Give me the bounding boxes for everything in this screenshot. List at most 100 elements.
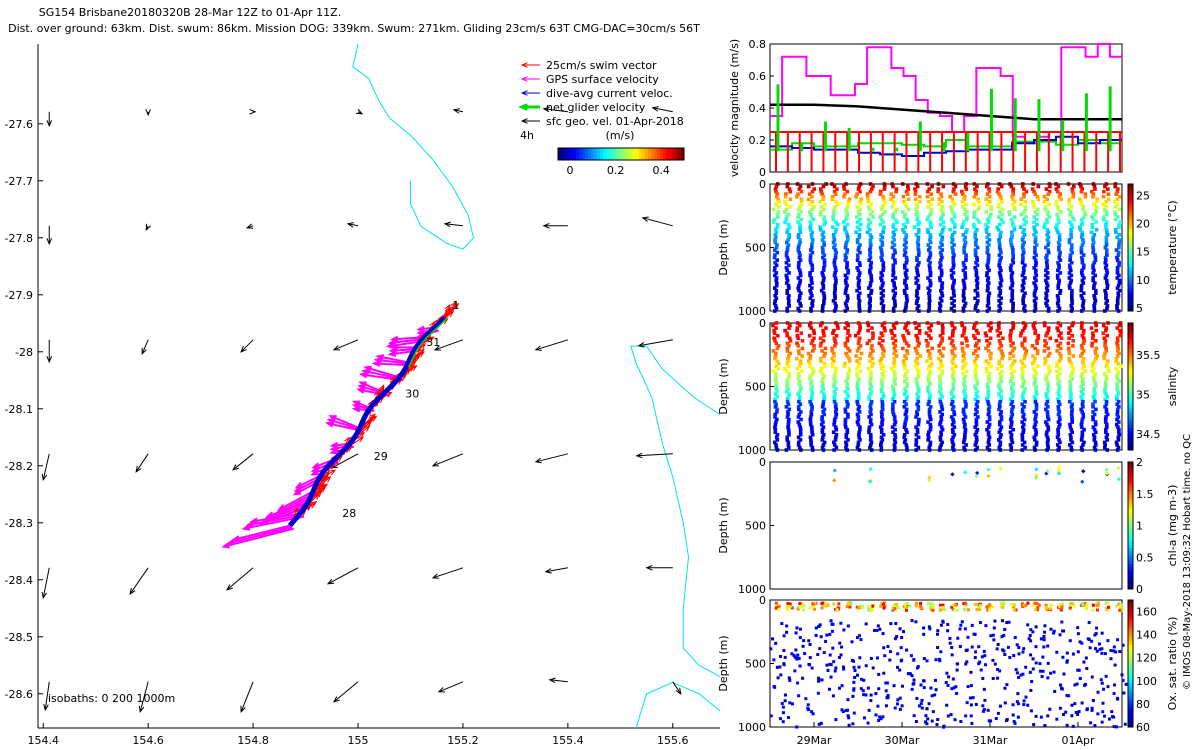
profile-sample-point [1090,189,1094,194]
profile-sample-point [925,321,930,325]
profile-sample-point [1117,323,1122,328]
profile-sample-point [939,215,944,219]
profile-sample-point [799,331,804,335]
oxygen-sample-point [774,606,778,610]
profile-sample-point [773,415,777,419]
depth-axis-label: Depth (m) [717,635,730,691]
geo-velocity-arrow [44,681,50,710]
profile-sample-point [1057,425,1061,429]
profile-sample-point [1092,427,1097,432]
profile-sample-point [1009,438,1014,442]
profile-sample-point [939,273,944,278]
profile-sample-point [843,273,848,278]
profile-sample-point [1009,432,1014,437]
profile-sample-point [963,273,967,278]
profile-sample-point [905,351,910,356]
profile-sample-point [787,299,791,303]
profile-sample-point [1081,301,1085,306]
oxygen-sample-point [1017,675,1021,679]
profile-sample-point [926,377,931,381]
profile-sample-point [843,361,847,366]
profile-sample-point [1104,238,1109,242]
profile-sample-point [963,435,967,440]
profile-sample-point [1009,184,1014,189]
profile-sample-point [821,377,825,381]
profile-sample-point [1117,278,1122,283]
profile-sample-point [833,205,838,209]
profile-sample-point [938,435,943,440]
profile-sample-point [987,199,992,204]
profile-sample-point [830,225,835,229]
profile-sample-point [902,374,907,379]
profile-sample-point [1058,417,1062,422]
map-y-tick-label: -27.9 [5,289,33,302]
profile-sample-point [855,384,860,389]
geo-velocity-arrow [438,681,464,693]
profile-sample-point [986,260,990,265]
profile-sample-point [904,397,909,401]
profile-sample-point [846,412,850,417]
profile-sample-point [890,384,895,389]
profile-sample-point [987,443,992,447]
profile-sample-point [810,281,814,285]
profile-sample-point [950,407,955,412]
profile-sample-point [868,268,872,273]
profile-sample-point [929,202,933,207]
profile-sample-point [952,253,956,257]
profile-sample-point [785,435,789,440]
profile-sample-point [858,323,862,328]
profile-sample-point [1057,266,1061,270]
gps-velocity-arrow-head [272,511,282,518]
profile-sample-point [891,215,895,219]
profile-sample-point [1022,217,1026,222]
profile-sample-point [900,346,905,351]
profile-sample-point [880,382,884,386]
profile-sample-point [950,333,955,338]
profile-sample-point [961,260,966,265]
profile-sample-point [1082,338,1086,343]
profile-sample-point [856,283,861,288]
profile-sample-point [820,238,825,242]
profile-sample-point [1055,443,1060,447]
profile-sample-point [787,392,791,396]
oxygen-sample-point [1021,650,1025,654]
profile-sample-point [1020,374,1025,379]
oxygen-sample-point [1091,603,1095,607]
oxygen-sample-point [790,652,794,656]
profile-sample-point [819,356,823,361]
oxygen-sample-point [1000,635,1004,639]
profile-sample-point [832,328,836,333]
profile-sample-point [831,351,836,356]
profile-sample-point [1056,344,1061,348]
profile-sample-point [1068,432,1073,437]
profile-sample-point [903,387,907,391]
profile-sample-point [832,245,836,250]
profile-sample-point [927,304,932,308]
profile-sample-point [1056,427,1060,432]
profile-sample-point [1046,230,1051,235]
profile-sample-point [834,220,838,224]
profile-sample-point [820,306,825,311]
profile-sample-point [916,389,921,394]
profile-sample-point [999,344,1004,348]
profile-sample-point [892,243,897,247]
profile-sample-point [998,273,1003,278]
profile-sample-point [1035,194,1040,199]
oxygen-sample-point [810,710,814,714]
profile-sample-point [975,227,979,232]
profile-sample-point [855,359,859,363]
depth-tick-label: 0 [759,456,766,469]
profile-sample-point [879,250,884,255]
profile-sample-point [773,425,777,429]
profile-sample-point [973,412,978,417]
geo-velocity-arrow-head [355,108,364,115]
profile-sample-point [883,199,887,204]
profile-sample-point [869,276,874,280]
geo-velocity-arrow [232,453,254,471]
profile-sample-point [963,415,968,419]
profile-colorbar-cell [1128,462,1133,466]
profile-sample-point [1057,306,1062,311]
profile-sample-point [798,205,802,209]
profile-colorbar-cell [1128,263,1133,268]
profile-sample-point [845,205,850,209]
